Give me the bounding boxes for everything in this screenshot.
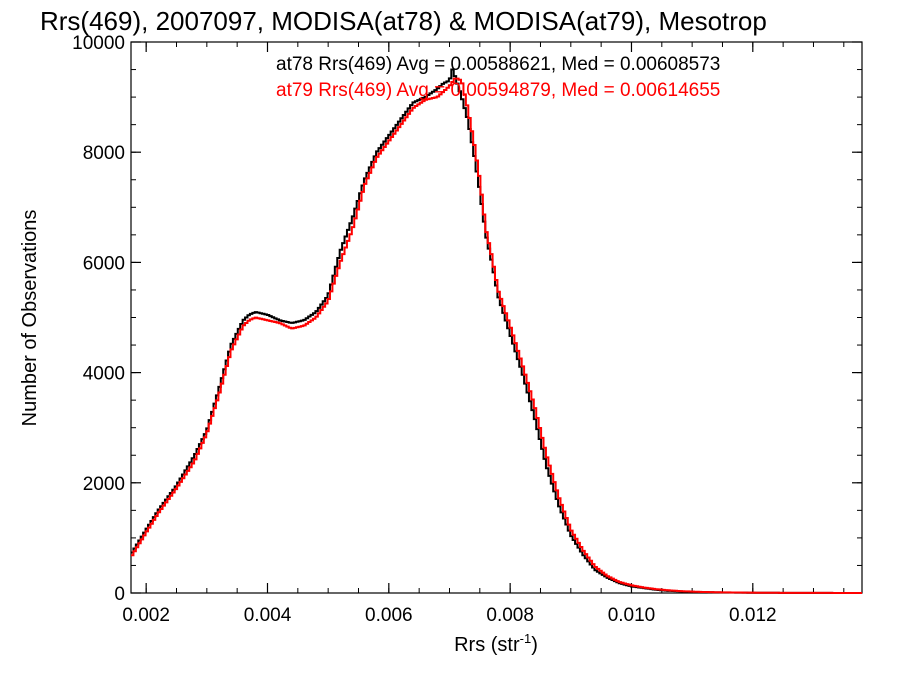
legend-entry-at78: at78 Rrs(469) Avg = 0.00588621, Med = 0.… <box>276 54 720 75</box>
y-tick-label: 2000 <box>83 474 125 495</box>
y-tick-label: 0 <box>114 584 125 605</box>
x-axis-label-close: ) <box>531 634 538 656</box>
series-line-at79 <box>131 77 862 594</box>
legend-entry-at79: at79 Rrs(469) Avg = 0.00594879, Med = 0.… <box>276 80 720 101</box>
axis-ticks: 0.002 0.004 0.006 0.008 0.010 0.012 0 2000 4000 6… <box>72 33 862 626</box>
series-layer <box>131 68 862 594</box>
y-tick-label: 4000 <box>83 364 125 385</box>
x-tick-label: 0.002 <box>122 605 170 626</box>
y-tick-label: 8000 <box>83 143 125 164</box>
x-tick-label: 0.012 <box>729 605 777 626</box>
chart-title: Rrs(469), 2007097, MODISA(at78) & MODISA… <box>40 6 767 36</box>
x-tick-label: 0.006 <box>365 605 413 626</box>
x-tick-label: 0.010 <box>608 605 656 626</box>
y-tick-label: 10000 <box>72 33 125 54</box>
x-axis-label-text: Rrs (str <box>454 634 520 656</box>
x-tick-label: 0.008 <box>486 605 534 626</box>
x-axis-label-sup: -1 <box>520 631 532 646</box>
x-axis-label: Rrs (str-1) <box>454 631 538 656</box>
x-tick-label: 0.004 <box>244 605 292 626</box>
y-axis-label: Number of Observations <box>19 210 41 427</box>
y-tick-label: 6000 <box>83 253 125 274</box>
plot-frame <box>130 41 863 594</box>
